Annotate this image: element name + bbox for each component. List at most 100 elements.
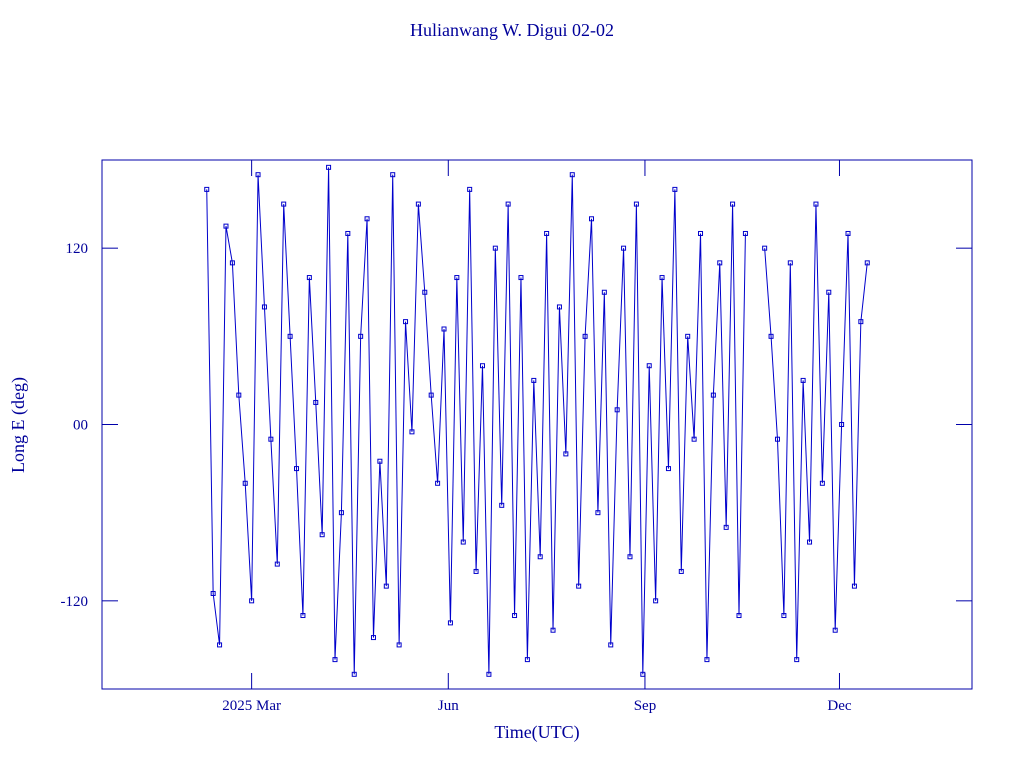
data-point <box>685 333 691 339</box>
data-point <box>313 399 319 405</box>
data-point <box>774 436 780 442</box>
data-point <box>672 186 678 192</box>
data-point <box>665 466 671 472</box>
data-point <box>691 436 697 442</box>
x-tick-label: Sep <box>634 698 657 714</box>
data-point <box>742 230 748 236</box>
data-point <box>678 568 684 574</box>
data-line <box>764 204 868 660</box>
data-point <box>851 583 857 589</box>
x-tick-label: Dec <box>827 698 851 714</box>
data-point <box>473 568 479 574</box>
y-tick-label: -120 <box>61 594 89 610</box>
data-point <box>839 422 845 427</box>
data-point <box>403 319 409 325</box>
data-point <box>351 671 357 677</box>
data-point <box>518 275 524 281</box>
data-point <box>268 436 274 442</box>
data-point <box>306 275 312 281</box>
data-point <box>826 289 832 295</box>
data-point <box>550 627 556 633</box>
data-point <box>659 275 665 281</box>
data-point <box>441 326 447 332</box>
data-point <box>460 539 466 545</box>
data-point <box>768 333 774 339</box>
data-point <box>364 216 370 222</box>
data-point <box>819 480 825 486</box>
data-point <box>576 583 582 589</box>
data-point <box>717 260 723 266</box>
data-point <box>435 480 441 486</box>
data-point <box>409 429 415 435</box>
data-point <box>864 260 870 266</box>
data-line <box>206 167 746 675</box>
data-point <box>762 245 768 251</box>
data-point <box>710 392 716 398</box>
data-point <box>236 392 242 398</box>
data-point <box>813 201 819 207</box>
data-point <box>415 201 421 207</box>
data-point <box>531 377 537 383</box>
data-point <box>832 627 838 633</box>
data-point <box>537 554 543 560</box>
x-tick-label: 2025 Mar <box>222 698 281 714</box>
data-point <box>422 289 428 295</box>
data-point <box>698 230 704 236</box>
data-point <box>800 377 806 383</box>
data-point <box>524 657 530 663</box>
data-point <box>807 539 813 545</box>
data-point <box>505 201 511 207</box>
data-point <box>653 598 659 604</box>
x-tick-label: Jun <box>438 698 459 714</box>
plot-area <box>204 164 870 677</box>
data-point <box>723 524 729 530</box>
data-point <box>556 304 562 310</box>
data-point <box>499 502 505 508</box>
data-point <box>223 223 229 229</box>
data-point <box>492 245 498 251</box>
data-point <box>736 613 742 619</box>
data-point <box>281 201 287 207</box>
data-point <box>479 363 485 369</box>
data-point <box>210 590 216 596</box>
data-point <box>621 245 627 251</box>
data-point <box>294 466 300 472</box>
data-point <box>217 642 223 648</box>
data-point <box>338 510 344 516</box>
data-point <box>332 657 338 663</box>
data-point <box>396 642 402 648</box>
data-point <box>512 613 518 619</box>
data-point <box>787 260 793 266</box>
data-point <box>569 172 575 178</box>
data-point <box>794 657 800 663</box>
data-point <box>646 363 652 369</box>
data-point <box>300 613 306 619</box>
data-point <box>319 532 325 538</box>
data-point <box>390 172 396 178</box>
data-point <box>428 392 434 398</box>
y-tick-label: 00 <box>73 418 88 434</box>
y-tick-label: 120 <box>66 241 89 257</box>
data-point <box>261 304 267 310</box>
data-point <box>249 598 255 604</box>
data-point <box>595 510 601 516</box>
data-point <box>601 289 607 295</box>
data-point <box>204 186 210 192</box>
data-point <box>467 186 473 192</box>
data-point <box>383 583 389 589</box>
data-point <box>358 333 364 339</box>
data-point <box>326 164 332 170</box>
data-point <box>447 620 453 626</box>
data-point <box>370 635 376 641</box>
data-point <box>582 333 588 339</box>
x-axis-label: Time(UTC) <box>494 722 579 743</box>
data-point <box>287 333 293 339</box>
data-point <box>730 201 736 207</box>
data-point <box>274 561 280 567</box>
data-point <box>229 260 235 266</box>
data-point <box>608 642 614 648</box>
data-point <box>781 613 787 619</box>
data-point <box>633 201 639 207</box>
data-point <box>614 407 620 413</box>
